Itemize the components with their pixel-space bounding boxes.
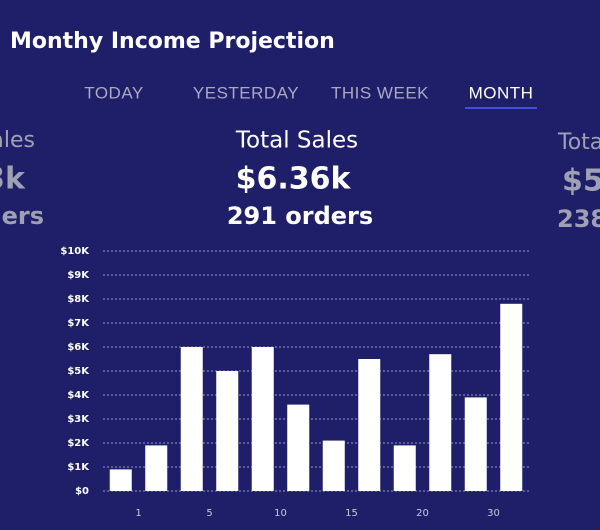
bar — [180, 347, 203, 491]
y-tick-label: $2K — [67, 438, 90, 449]
bar — [216, 371, 239, 491]
carousel: ales 3k ders Total Sales $6.36k 291 orde… — [0, 128, 600, 234]
card-amount: 3k — [0, 162, 26, 197]
y-tick-label: $8K — [67, 294, 90, 305]
bar — [358, 359, 381, 491]
y-tick-label: $6K — [67, 342, 90, 353]
bar — [145, 445, 168, 491]
y-tick-label: $5K — [67, 366, 90, 377]
card-amount: $5 — [562, 164, 600, 199]
tab[interactable]: TODAY — [84, 83, 144, 102]
bar — [464, 397, 487, 491]
card-orders: 291 orders — [227, 202, 373, 230]
y-tick-label: $3K — [67, 414, 90, 425]
page-title: Monthy Income Projection — [10, 29, 335, 54]
bar — [500, 303, 523, 491]
x-tick-label: 10 — [274, 508, 287, 519]
card-title: Total Sales — [235, 128, 358, 154]
y-tick-label: $7K — [67, 318, 90, 329]
y-tick-label: $0 — [75, 486, 89, 497]
x-tick-label: 30 — [487, 508, 500, 519]
bar — [429, 354, 452, 491]
x-tick-label: 1 — [135, 508, 141, 519]
bar — [251, 347, 274, 491]
tab-underline — [465, 107, 537, 109]
tab[interactable]: THIS WEEK — [331, 83, 429, 102]
bar — [322, 440, 345, 491]
card-orders: 238 — [557, 205, 600, 233]
y-tick-label: $4K — [67, 390, 90, 401]
card-title: Tota — [557, 130, 600, 155]
card-orders: ders — [0, 202, 44, 230]
bar — [287, 404, 310, 491]
x-tick-label: 5 — [206, 508, 212, 519]
y-tick-label: $1K — [67, 462, 90, 473]
y-tick-label: $10K — [60, 246, 90, 257]
card-amount: $6.36k — [236, 162, 352, 197]
tab-bar: TODAY YESTERDAY THIS WEEK MONTH — [84, 83, 537, 109]
x-tick-label: 15 — [345, 508, 358, 519]
tab[interactable]: YESTERDAY — [193, 83, 299, 102]
bar — [109, 469, 132, 491]
bar — [393, 445, 416, 491]
card-title: ales — [0, 128, 35, 153]
tab[interactable]: MONTH — [469, 83, 534, 102]
x-tick-label: 20 — [416, 508, 429, 519]
y-tick-label: $9K — [67, 270, 90, 281]
